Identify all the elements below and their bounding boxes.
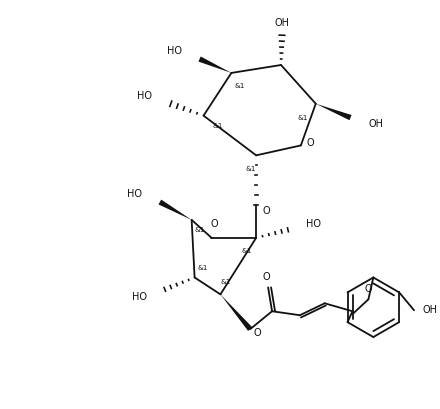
Polygon shape (316, 104, 352, 120)
Text: &1: &1 (241, 248, 251, 254)
Text: O: O (211, 219, 218, 229)
Text: O: O (365, 284, 372, 294)
Text: HO: HO (167, 46, 182, 56)
Polygon shape (158, 200, 192, 220)
Text: OH: OH (275, 18, 290, 28)
Text: O: O (262, 206, 270, 216)
Text: &1: &1 (234, 83, 245, 89)
Text: O: O (307, 138, 315, 148)
Text: HO: HO (132, 292, 147, 302)
Text: HO: HO (137, 91, 152, 101)
Text: O: O (253, 328, 261, 338)
Text: &1: &1 (220, 279, 231, 285)
Text: O: O (262, 272, 270, 283)
Text: &1: &1 (194, 227, 205, 233)
Polygon shape (220, 294, 252, 331)
Text: &1: &1 (198, 265, 208, 270)
Text: HO: HO (306, 219, 321, 229)
Polygon shape (198, 56, 231, 73)
Text: OH: OH (423, 305, 438, 315)
Text: OH: OH (368, 119, 383, 128)
Text: &1: &1 (245, 166, 255, 172)
Text: &1: &1 (212, 123, 223, 128)
Text: &1: &1 (298, 115, 308, 121)
Text: HO: HO (127, 189, 142, 199)
